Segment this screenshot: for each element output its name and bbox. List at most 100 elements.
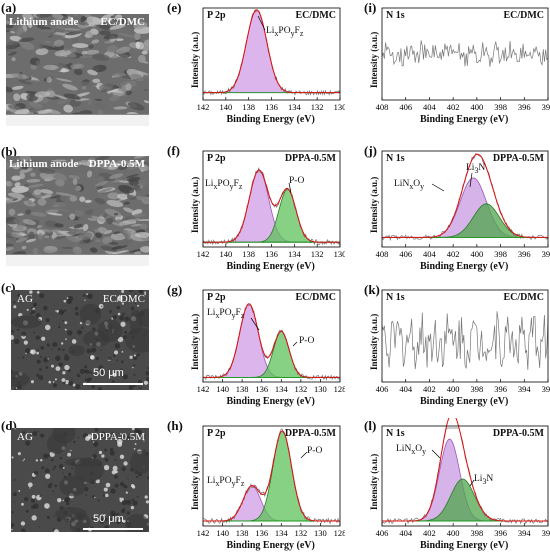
envelope-fit-line	[203, 430, 340, 522]
element-title: P 2p	[207, 292, 226, 303]
x-tick-label: 130	[314, 528, 327, 538]
y-axis-label: Intensity (a.u.)	[369, 31, 379, 88]
xps-svg: 406 404 402 400 398 396 394 392	[376, 418, 550, 538]
xps-panel-f: (f) 142 140 138 136 134 132 130 Binding Energy (…	[160, 143, 345, 280]
xps-panel-g: (g) 142 140 138 136 134 132 130 128 Binding Energ…	[160, 282, 345, 417]
x-tick-label: 142	[197, 528, 210, 538]
peak-label: LixPOyFz	[266, 26, 304, 38]
y-axis-label: Intensity (a.u.)	[190, 453, 200, 510]
x-axis-label: Binding Energy (eV)	[226, 261, 315, 272]
sem-a-info-bar	[6, 114, 149, 126]
x-tick-label: 400	[470, 249, 483, 259]
sem-image-b: Lithium anode DPPA-0.5M	[6, 156, 149, 266]
element-title: N 1s	[386, 428, 405, 439]
condition-title: EC/DMC	[295, 10, 336, 21]
x-tick-label: 406	[399, 249, 412, 259]
x-axis-label: Binding Energy (eV)	[226, 540, 315, 551]
sem-b-right-text: DPPA-0.5M	[88, 158, 145, 170]
peak-label: Li3N	[474, 474, 494, 486]
x-tick-label: 128	[334, 384, 345, 394]
x-tick-label: 142	[197, 249, 210, 259]
xps-svg: 142 140 138 136 134 132 130 128	[197, 289, 345, 394]
element-title: N 1s	[386, 153, 405, 164]
x-tick-label: 406	[376, 384, 389, 394]
x-tick-label: 136	[265, 249, 278, 259]
annotation-leader-line	[300, 451, 308, 459]
x-tick-label: 394	[542, 102, 550, 112]
condition-title: EC/DMC	[503, 10, 544, 21]
x-axis-label: Binding Energy (eV)	[226, 114, 315, 125]
peak-label: LiNxOy	[396, 444, 427, 456]
x-tick-label: 396	[494, 528, 507, 538]
x-tick-label: 134	[275, 384, 289, 394]
peak-p-o	[203, 330, 340, 378]
panel-label-l: (l)	[364, 418, 377, 433]
xps-panel-k: (k) 406 404 402 400 398 396 394 392 Binding Energ…	[360, 282, 550, 417]
panel-label-j: (j)	[364, 143, 377, 158]
raw-spectrum-line	[381, 311, 549, 371]
x-tick-label: 398	[494, 249, 507, 259]
x-tick-label: 398	[494, 102, 507, 112]
xps-svg: 406 404 402 400 398 396 394 392	[376, 289, 550, 394]
sem-d-right-text: DPPA-0.5M	[90, 431, 145, 443]
raw-spectrum-line	[381, 40, 549, 67]
panel-label-g: (g)	[167, 282, 183, 297]
element-title: P 2p	[207, 428, 226, 439]
condition-title: DPPA-0.5M	[284, 153, 336, 164]
annotation-leader-line	[257, 15, 266, 31]
x-tick-label: 404	[399, 384, 413, 394]
x-tick-label: 132	[294, 384, 307, 394]
annotation-leader-line	[250, 317, 260, 331]
x-tick-label: 138	[236, 384, 249, 394]
sem-texture-a	[6, 14, 149, 126]
x-tick-label: 134	[288, 102, 302, 112]
element-title: P 2p	[207, 10, 226, 21]
xps-svg: 408 406 404 402 400 398 396 394	[376, 7, 550, 112]
x-tick-label: 396	[494, 384, 507, 394]
x-tick-label: 406	[399, 102, 412, 112]
plot-frame	[381, 289, 549, 383]
x-tick-label: 398	[470, 528, 483, 538]
xps-panel-j: (j) 408 406 404 402 400 398 396 394 Binding Energ…	[360, 143, 550, 280]
x-tick-label: 132	[311, 249, 324, 259]
plot-frame	[202, 289, 341, 383]
sem-a-right-text: EC/DMC	[100, 16, 145, 28]
panel-label-f: (f)	[167, 143, 180, 158]
condition-title: EC/DMC	[503, 292, 544, 303]
x-tick-label: 132	[294, 528, 307, 538]
sem-texture-d	[11, 428, 149, 532]
annotation-leader-line	[431, 183, 445, 192]
x-tick-label: 402	[447, 102, 460, 112]
x-tick-label: 130	[334, 102, 345, 112]
sem-b-info-bar	[6, 254, 149, 266]
x-tick-label: 404	[399, 528, 413, 538]
element-title: P 2p	[207, 153, 226, 164]
x-tick-label: 136	[265, 102, 278, 112]
sem-d-scale-bar	[83, 528, 143, 530]
peak-label: LixPOyFz	[205, 179, 243, 191]
sem-image-a: Lithium anode EC/DMC	[6, 14, 149, 126]
x-tick-label: 402	[423, 528, 436, 538]
x-axis-label: Binding Energy (eV)	[420, 540, 509, 551]
annotation-leader-line	[469, 172, 473, 188]
xps-panel-e: (e) 142 140 138 136 134 132 130 Binding Energy (…	[160, 0, 345, 137]
x-tick-label: 400	[447, 528, 460, 538]
x-tick-label: 140	[216, 384, 229, 394]
plot-frame	[202, 425, 341, 527]
peak-label: LixPOyFz	[207, 308, 245, 320]
annotation-leader-line	[288, 182, 292, 194]
x-tick-label: 402	[423, 384, 436, 394]
x-tick-label: 142	[197, 384, 210, 394]
sem-image-d: AG DPPA-0.5M 50 μm	[11, 428, 149, 532]
xps-panel-l: (l) 406 404 402 400 398 396 394 392 Binding Energ…	[360, 418, 550, 558]
sem-a-left-text: Lithium anode	[9, 16, 79, 28]
x-tick-label: 396	[518, 102, 531, 112]
y-axis-label: Intensity (a.u.)	[369, 176, 379, 233]
x-tick-label: 130	[314, 384, 327, 394]
x-tick-label: 400	[470, 102, 483, 112]
x-tick-label: 128	[334, 528, 345, 538]
envelope-fit-line	[202, 9, 340, 94]
sem-b-left-text: Lithium anode	[9, 158, 79, 170]
envelope-fit-line	[203, 169, 340, 243]
x-tick-label: 408	[376, 102, 389, 112]
